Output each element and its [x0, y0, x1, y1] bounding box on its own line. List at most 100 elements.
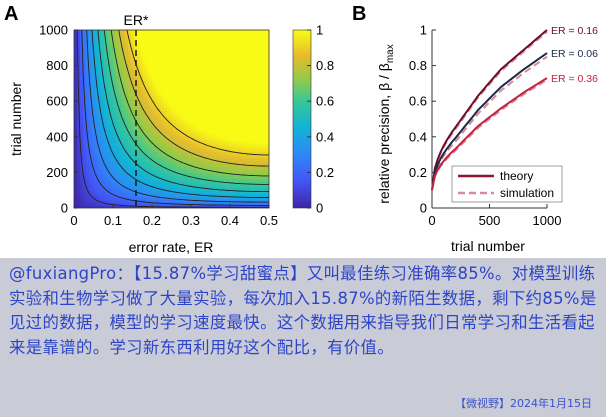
heatmap-cell [164, 113, 168, 117]
heatmap-cell [113, 30, 117, 34]
heatmap-cell [242, 89, 246, 93]
heatmap-cell [245, 53, 249, 58]
heatmap-cell [233, 59, 237, 64]
heatmap-cell [179, 124, 183, 129]
heatmap-cell [137, 110, 141, 114]
heatmap-cell [215, 119, 219, 123]
legend-simulation-label: simulation [500, 186, 554, 200]
heatmap-cell [152, 95, 156, 99]
heatmap-cell [224, 80, 228, 84]
heatmap-cell [128, 139, 132, 144]
heatmap-cell [227, 62, 231, 67]
heatmap-cell [212, 83, 216, 87]
heatmap-cell [170, 35, 174, 40]
heatmap-cell [191, 98, 195, 102]
figure: A B ER* 0 0.1 0.2 0.3 0.4 0.50200400600800100… [4, 3, 598, 255]
heatmap-cell [212, 127, 216, 132]
heatmap-cell [143, 59, 147, 64]
heatmap-cell [116, 202, 120, 206]
heatmap-cell [77, 124, 81, 129]
heatmap-cell [185, 154, 189, 159]
heatmap-cell [110, 163, 114, 168]
heatmap-cell [80, 127, 84, 132]
heatmap-cell [197, 62, 201, 67]
heatmap-cell [167, 65, 171, 70]
heatmap-cell [221, 205, 225, 208]
heatmap-cell [248, 116, 252, 120]
heatmap-cell [215, 157, 219, 162]
heatmap-cell [176, 184, 180, 188]
heatmap-cell [89, 50, 93, 55]
heatmap-cell [131, 53, 135, 58]
heatmap-cell [260, 65, 264, 70]
heatmap-cell [233, 199, 237, 203]
heatmap-cell [227, 53, 231, 58]
heatmap-cell [206, 145, 210, 150]
heatmap-cell [188, 89, 192, 93]
heatmap-cell [146, 169, 150, 173]
heatmap-cell [173, 133, 177, 138]
heatmap-cell [242, 83, 246, 87]
heatmap-cell [257, 47, 261, 52]
heatmap-cell [200, 41, 204, 46]
heatmap-cell [188, 166, 192, 171]
heatmap-cell [158, 166, 162, 171]
heatmap-cell [167, 119, 171, 123]
heatmap-cell [92, 80, 96, 84]
heatmap-cell [182, 62, 186, 67]
heatmap-cell [164, 80, 168, 84]
heatmap-cell [89, 172, 93, 176]
heatmap-cell [215, 86, 219, 90]
heatmap-cell [209, 44, 213, 49]
heatmap-cell [113, 133, 117, 138]
heatmap-cell [167, 98, 171, 102]
heatmap-cell [83, 184, 87, 188]
heatmap-cell [107, 199, 111, 203]
heatmap-cell [149, 124, 153, 129]
heatmap-cell [194, 124, 198, 129]
heatmap-cell [245, 154, 249, 159]
heatmap-cell [98, 178, 102, 182]
heatmap-cell [260, 121, 264, 126]
heatmap-cell [206, 196, 210, 200]
heatmap-cell [101, 77, 105, 82]
heatmap-cell [251, 32, 255, 37]
heatmap-cell [83, 127, 87, 132]
heatmap-cell [110, 71, 114, 76]
heatmap-cell [236, 193, 240, 197]
heatmap-cell [206, 53, 210, 58]
heatmap-cell [224, 184, 228, 188]
heatmap-cell [209, 163, 213, 168]
heatmap-cell [170, 205, 174, 208]
heatmap-cell [80, 62, 84, 67]
heatmap-cell [86, 104, 90, 108]
heatmap-cell [104, 104, 108, 108]
heatmap-cell [266, 107, 269, 111]
heatmap-cell [185, 83, 189, 87]
heatmap-cell [107, 133, 111, 138]
heatmap-cell [80, 121, 84, 126]
heatmap-cell [173, 172, 177, 176]
heatmap-cell [266, 71, 269, 76]
heatmap-cell [122, 41, 126, 46]
heatmap-cell [236, 154, 240, 159]
heatmap-cell [263, 41, 267, 46]
heatmap-cell [167, 169, 171, 173]
heatmap-cell [125, 104, 129, 108]
heatmap-cell [137, 59, 141, 64]
heatmap-cell [197, 190, 201, 194]
heatmap-cell [152, 56, 156, 61]
heatmap-cell [236, 116, 240, 120]
heatmap-cell [77, 172, 81, 176]
heatmap-cell [146, 110, 150, 114]
heatmap-cell [170, 148, 174, 153]
heatmap-cell [137, 56, 141, 61]
heatmap-cell [209, 113, 213, 117]
heatmap-cell [233, 30, 237, 34]
heatmap-cell [149, 175, 153, 179]
heatmap-cell [248, 121, 252, 126]
heatmap-cell [209, 160, 213, 165]
heatmap-cell [146, 127, 150, 132]
heatmap-cell [146, 145, 150, 150]
